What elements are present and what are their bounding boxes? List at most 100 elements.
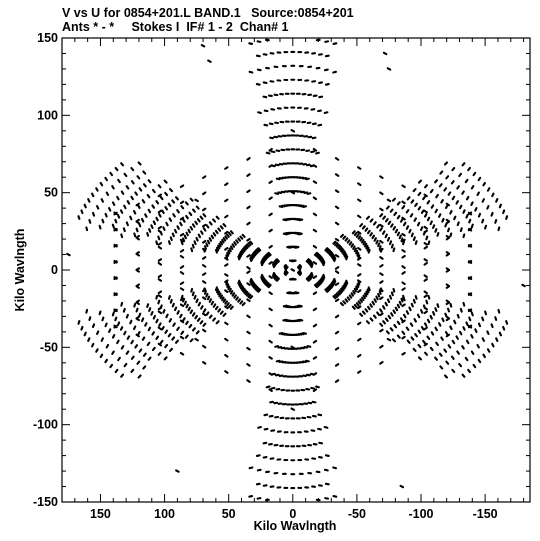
data-point <box>147 208 152 214</box>
data-point <box>162 309 166 314</box>
data-point <box>334 346 340 351</box>
data-point <box>359 312 364 317</box>
data-point <box>272 271 275 277</box>
data-point <box>401 319 406 324</box>
data-point <box>350 292 355 297</box>
data-point <box>263 109 269 113</box>
data-point <box>353 287 358 293</box>
data-point <box>219 240 224 246</box>
data-point <box>302 205 308 208</box>
data-point <box>467 166 471 172</box>
data-point <box>215 320 220 325</box>
data-point <box>356 283 360 288</box>
data-point <box>275 177 281 181</box>
data-point <box>297 232 303 236</box>
data-point <box>231 292 236 297</box>
data-point <box>141 217 145 223</box>
data-point <box>135 285 140 289</box>
data-point <box>157 326 163 331</box>
data-point <box>423 193 428 198</box>
data-point <box>256 68 262 72</box>
data-point <box>476 343 480 349</box>
data-point <box>467 324 473 329</box>
data-point <box>246 363 251 367</box>
data-point <box>269 400 274 404</box>
data-point <box>446 227 451 233</box>
data-point <box>494 316 498 321</box>
data-point <box>104 212 108 218</box>
data-point <box>337 244 341 250</box>
data-point <box>470 350 475 355</box>
data-point <box>465 195 470 201</box>
data-point <box>255 454 261 457</box>
data-point <box>108 328 112 333</box>
data-point <box>416 221 421 227</box>
data-point <box>401 351 406 356</box>
data-point <box>423 274 428 279</box>
data-point <box>394 306 399 312</box>
data-point <box>157 225 163 230</box>
data-point <box>334 241 338 247</box>
data-point <box>401 303 406 308</box>
data-point <box>195 298 199 304</box>
data-point <box>339 302 344 307</box>
data-point <box>413 318 417 323</box>
data-point <box>251 282 256 288</box>
data-point <box>379 308 383 313</box>
data-point <box>237 298 242 303</box>
data-point <box>262 81 268 85</box>
data-point <box>155 335 160 340</box>
data-point <box>268 307 273 312</box>
data-point <box>477 212 482 218</box>
data-point <box>402 313 407 319</box>
data-point <box>157 294 163 298</box>
data-point <box>241 302 246 307</box>
data-point <box>417 356 423 361</box>
data-point <box>355 285 359 291</box>
data-point <box>231 243 236 248</box>
data-point <box>426 335 431 340</box>
data-point <box>116 339 120 345</box>
data-point <box>155 294 159 300</box>
data-point <box>311 414 317 418</box>
data-point <box>130 355 135 360</box>
data-point <box>338 246 343 251</box>
data-point <box>244 244 249 250</box>
data-point <box>147 356 152 361</box>
data-point <box>410 302 414 308</box>
data-point <box>201 288 207 293</box>
data-point <box>470 311 474 317</box>
data-point <box>445 285 451 289</box>
data-point <box>133 302 137 308</box>
data-point <box>346 239 351 244</box>
data-point <box>246 243 250 248</box>
data-point <box>268 180 273 184</box>
data-point <box>268 356 273 360</box>
data-point <box>339 233 344 238</box>
data-point <box>362 294 366 300</box>
data-point <box>319 278 324 283</box>
data-point <box>212 317 217 322</box>
data-point <box>401 184 406 189</box>
data-point <box>406 196 411 201</box>
data-point <box>217 290 221 296</box>
data-point <box>362 240 366 246</box>
data-point <box>109 171 114 177</box>
data-point <box>441 317 445 323</box>
data-point <box>224 321 229 326</box>
data-point <box>498 203 502 209</box>
data-point <box>495 337 499 342</box>
data-point <box>312 339 318 344</box>
data-point <box>369 317 374 322</box>
data-point <box>265 253 270 258</box>
data-point <box>438 322 442 327</box>
data-point <box>458 362 463 368</box>
data-point <box>425 299 429 305</box>
data-point <box>315 151 320 155</box>
data-point <box>146 193 151 199</box>
data-point <box>451 166 456 172</box>
data-point <box>422 195 426 201</box>
data-point <box>171 199 176 204</box>
data-point <box>129 319 133 325</box>
data-point <box>348 294 353 299</box>
